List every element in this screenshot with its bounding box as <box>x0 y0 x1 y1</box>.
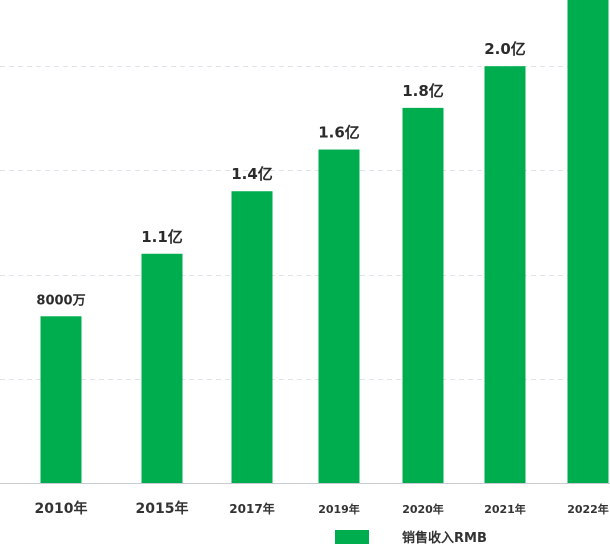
bar <box>402 107 444 483</box>
bar <box>484 66 526 483</box>
data-label: 1.6亿 <box>318 124 360 142</box>
x-tick-label: 2021年 <box>484 502 526 516</box>
data-label: 1.1亿 <box>141 228 183 246</box>
x-tick-label: 2022年 <box>567 502 609 516</box>
x-axis-tick-labels: 2010年 2015年 2017年 2019年 2020年 2021年 2022年 <box>35 500 609 517</box>
bar <box>40 316 82 483</box>
legend: 销售收入RMB <box>335 530 487 546</box>
x-tick-label: 2015年 <box>136 500 189 517</box>
bar <box>318 149 360 483</box>
data-label: 2.0亿 <box>484 40 526 58</box>
bar <box>231 191 273 484</box>
data-label: 1.8亿 <box>402 82 444 100</box>
x-tick-label: 2017年 <box>229 501 274 516</box>
x-tick-label: 2019年 <box>318 502 360 516</box>
bar <box>141 253 183 483</box>
data-label: 1.4亿 <box>231 165 273 183</box>
legend-label: 销售收入RMB <box>402 530 487 546</box>
legend-swatch <box>335 530 369 544</box>
bars <box>40 0 609 484</box>
data-label: 8000万 <box>36 293 85 308</box>
x-tick-label: 2010年 <box>35 500 88 517</box>
x-tick-label: 2020年 <box>402 502 444 516</box>
bar <box>567 0 609 484</box>
